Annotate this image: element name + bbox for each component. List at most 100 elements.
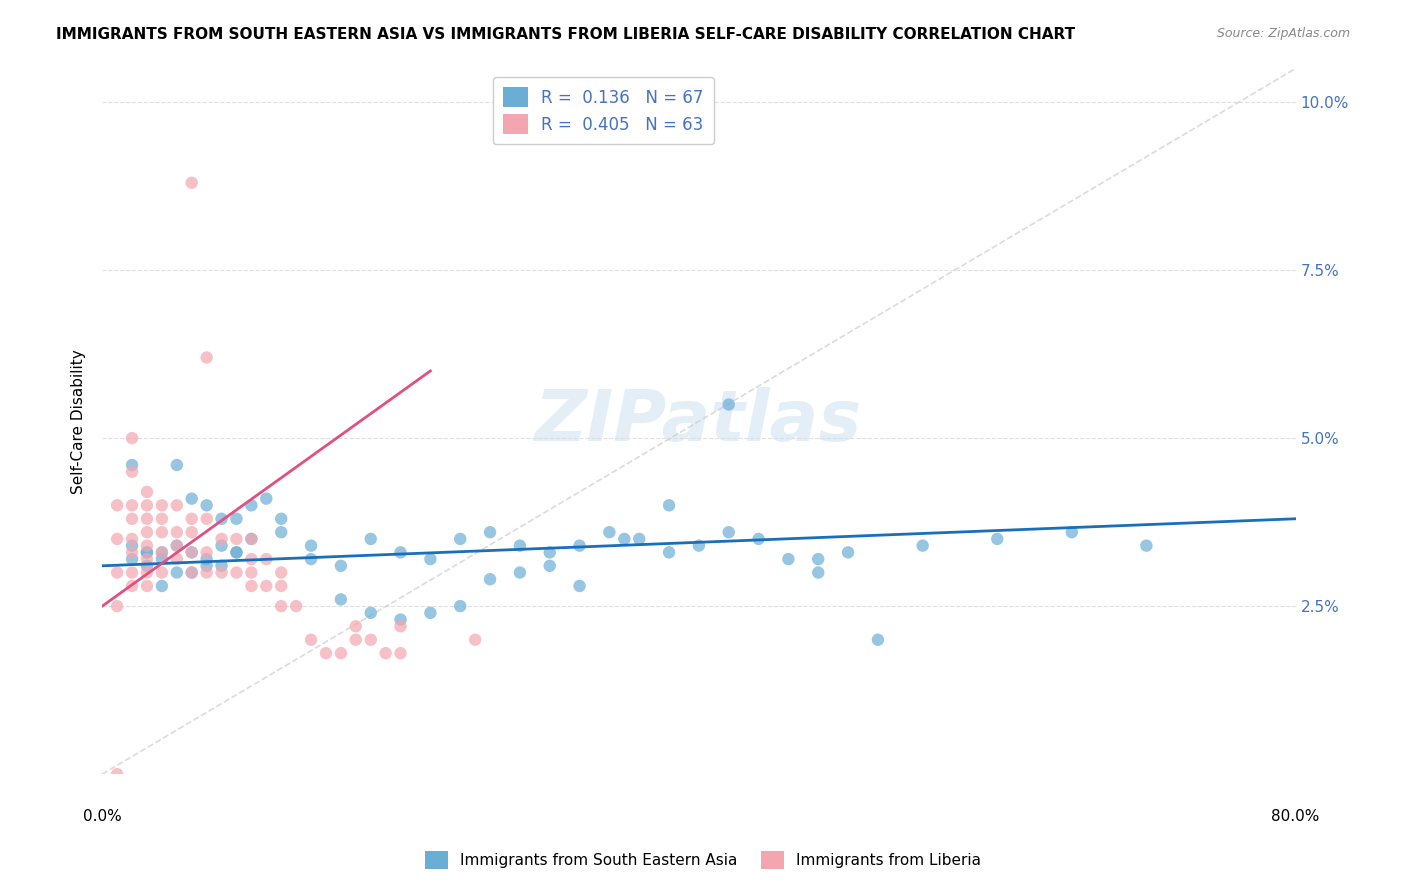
Point — [211, 539, 233, 553]
Point — [748, 532, 770, 546]
Point — [717, 398, 740, 412]
Point — [150, 512, 173, 526]
Point — [315, 646, 337, 660]
Point — [150, 566, 173, 580]
Point — [121, 512, 143, 526]
Point — [613, 532, 636, 546]
Point — [225, 532, 247, 546]
Point — [121, 499, 143, 513]
Point — [136, 512, 159, 526]
Point — [136, 484, 159, 499]
Point — [240, 579, 263, 593]
Point — [911, 539, 934, 553]
Point — [166, 499, 188, 513]
Point — [1060, 525, 1083, 540]
Point — [150, 545, 173, 559]
Point — [479, 525, 502, 540]
Point — [166, 458, 188, 472]
Point — [479, 572, 502, 586]
Point — [299, 632, 322, 647]
Point — [136, 566, 159, 580]
Point — [240, 566, 263, 580]
Point — [180, 545, 202, 559]
Point — [121, 431, 143, 445]
Legend: R =  0.136   N = 67, R =  0.405   N = 63: R = 0.136 N = 67, R = 0.405 N = 63 — [494, 77, 714, 145]
Point — [240, 499, 263, 513]
Point — [270, 512, 292, 526]
Point — [121, 579, 143, 593]
Point — [121, 552, 143, 566]
Point — [211, 532, 233, 546]
Point — [136, 558, 159, 573]
Point — [374, 646, 396, 660]
Point — [270, 525, 292, 540]
Point — [285, 599, 308, 614]
Point — [329, 646, 352, 660]
Point — [136, 545, 159, 559]
Point — [360, 532, 382, 546]
Point — [1135, 539, 1157, 553]
Point — [136, 525, 159, 540]
Legend: Immigrants from South Eastern Asia, Immigrants from Liberia: Immigrants from South Eastern Asia, Immi… — [419, 845, 987, 875]
Point — [121, 566, 143, 580]
Point — [105, 532, 128, 546]
Point — [538, 545, 561, 559]
Point — [166, 539, 188, 553]
Point — [136, 545, 159, 559]
Point — [270, 566, 292, 580]
Point — [150, 579, 173, 593]
Point — [225, 545, 247, 559]
Point — [225, 566, 247, 580]
Point — [360, 632, 382, 647]
Point — [121, 539, 143, 553]
Point — [254, 579, 277, 593]
Point — [211, 566, 233, 580]
Point — [150, 552, 173, 566]
Point — [180, 566, 202, 580]
Point — [240, 532, 263, 546]
Point — [389, 646, 412, 660]
Point — [166, 552, 188, 566]
Point — [658, 499, 681, 513]
Point — [344, 619, 367, 633]
Point — [449, 599, 471, 614]
Point — [105, 767, 128, 781]
Point — [299, 552, 322, 566]
Point — [195, 566, 218, 580]
Point — [464, 632, 486, 647]
Point — [150, 525, 173, 540]
Point — [329, 558, 352, 573]
Point — [180, 491, 202, 506]
Point — [136, 552, 159, 566]
Point — [254, 491, 277, 506]
Text: 80.0%: 80.0% — [1271, 809, 1320, 824]
Text: IMMIGRANTS FROM SOUTH EASTERN ASIA VS IMMIGRANTS FROM LIBERIA SELF-CARE DISABILI: IMMIGRANTS FROM SOUTH EASTERN ASIA VS IM… — [56, 27, 1076, 42]
Point — [628, 532, 651, 546]
Point — [509, 539, 531, 553]
Point — [449, 532, 471, 546]
Point — [389, 619, 412, 633]
Point — [419, 552, 441, 566]
Text: Source: ZipAtlas.com: Source: ZipAtlas.com — [1216, 27, 1350, 40]
Point — [254, 552, 277, 566]
Point — [195, 512, 218, 526]
Point — [105, 566, 128, 580]
Point — [105, 499, 128, 513]
Point — [166, 539, 188, 553]
Point — [136, 539, 159, 553]
Point — [150, 499, 173, 513]
Point — [329, 592, 352, 607]
Point — [136, 499, 159, 513]
Text: 0.0%: 0.0% — [83, 809, 121, 824]
Point — [105, 599, 128, 614]
Point — [866, 632, 889, 647]
Point — [270, 579, 292, 593]
Point — [180, 512, 202, 526]
Point — [986, 532, 1008, 546]
Point — [136, 579, 159, 593]
Point — [240, 552, 263, 566]
Point — [121, 465, 143, 479]
Point — [389, 545, 412, 559]
Point — [180, 566, 202, 580]
Point — [509, 566, 531, 580]
